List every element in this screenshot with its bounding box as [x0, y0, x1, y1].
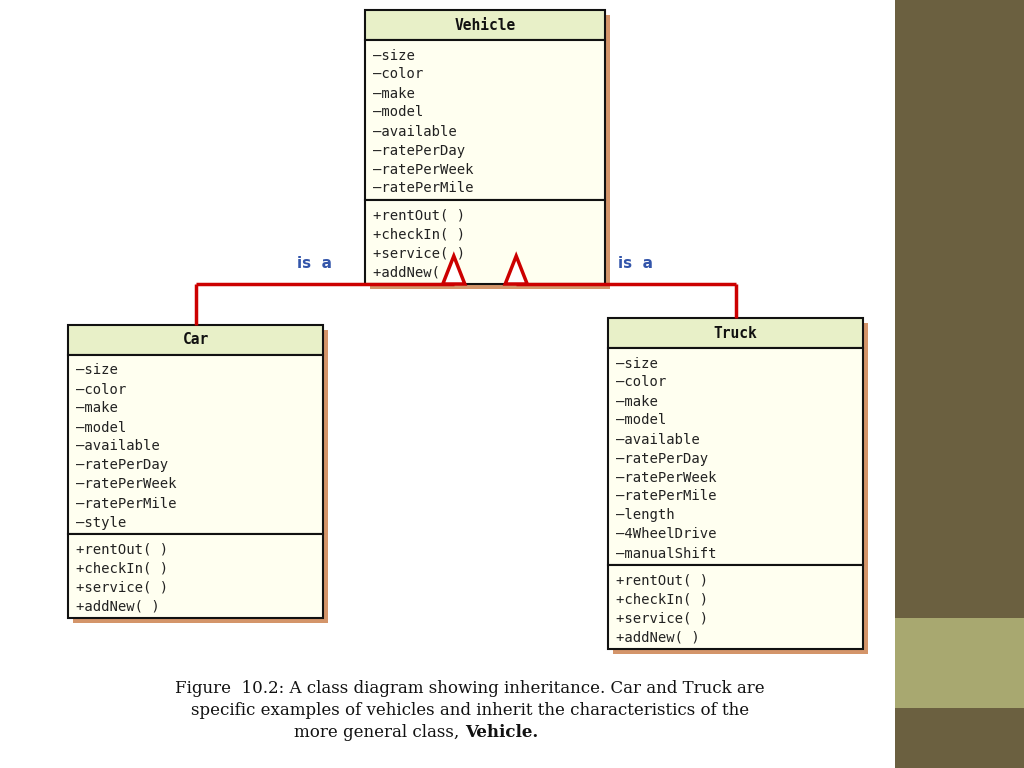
Text: is  a: is a	[297, 256, 332, 271]
Bar	[68, 355, 323, 534]
Text: –ratePerMile: –ratePerMile	[373, 181, 473, 196]
Text: +addNew( ): +addNew( )	[616, 631, 699, 644]
Text: –ratePerMile: –ratePerMile	[616, 489, 717, 504]
Bar	[370, 15, 610, 289]
Text: +checkIn( ): +checkIn( )	[76, 561, 168, 575]
Text: –ratePerMile: –ratePerMile	[76, 496, 176, 511]
Text: specific examples of vehicles and inherit the characteristics of the: specific examples of vehicles and inheri…	[190, 702, 750, 719]
Bar	[895, 618, 1024, 708]
Text: +addNew( ): +addNew( )	[373, 266, 457, 280]
Bar	[365, 10, 605, 40]
Text: –model: –model	[616, 413, 667, 428]
Text: is  a: is a	[618, 256, 653, 271]
Text: –style: –style	[76, 515, 126, 529]
Text: –ratePerWeek: –ratePerWeek	[76, 478, 176, 492]
Text: +service( ): +service( )	[76, 581, 168, 594]
Text: –color: –color	[373, 68, 423, 81]
Text: Truck: Truck	[714, 326, 758, 340]
Text: –ratePerWeek: –ratePerWeek	[373, 163, 473, 177]
Text: –ratePerDay: –ratePerDay	[373, 144, 465, 157]
Text: +addNew( ): +addNew( )	[76, 600, 160, 614]
Bar	[68, 534, 323, 618]
Text: Figure  10.2: A class diagram showing inheritance. Car and Truck are: Figure 10.2: A class diagram showing inh…	[175, 680, 765, 697]
Text: –size: –size	[76, 363, 118, 378]
Text: –size: –size	[616, 356, 657, 370]
Text: –color: –color	[76, 382, 126, 396]
Bar	[365, 40, 605, 200]
Text: Car: Car	[182, 333, 209, 347]
Text: +service( ): +service( )	[373, 247, 465, 260]
Text: –ratePerDay: –ratePerDay	[76, 458, 168, 472]
Text: –model: –model	[373, 105, 423, 120]
Polygon shape	[505, 256, 527, 284]
Text: +checkIn( ): +checkIn( )	[616, 592, 709, 607]
Text: –size: –size	[373, 48, 415, 62]
Text: +rentOut( ): +rentOut( )	[373, 208, 465, 223]
Bar	[895, 0, 1024, 768]
Text: –make: –make	[76, 402, 118, 415]
Bar	[365, 200, 605, 284]
Text: –4WheelDrive: –4WheelDrive	[616, 528, 717, 541]
Text: Vehicle: Vehicle	[455, 18, 516, 32]
Text: –make: –make	[373, 87, 415, 101]
Text: +service( ): +service( )	[616, 611, 709, 625]
Text: Vehicle.: Vehicle.	[465, 724, 539, 741]
Text: +rentOut( ): +rentOut( )	[616, 574, 709, 588]
Bar	[73, 330, 328, 623]
Bar	[608, 318, 863, 348]
Text: –model: –model	[76, 421, 126, 435]
Polygon shape	[442, 256, 465, 284]
Bar	[608, 348, 863, 565]
Bar	[68, 325, 323, 355]
Text: –manualShift: –manualShift	[616, 547, 717, 561]
Bar	[608, 565, 863, 649]
Text: –ratePerDay: –ratePerDay	[616, 452, 709, 465]
Text: –make: –make	[616, 395, 657, 409]
Text: more general class,: more general class,	[295, 724, 465, 741]
Text: –length: –length	[616, 508, 675, 522]
Bar	[895, 708, 1024, 768]
Text: +checkIn( ): +checkIn( )	[373, 227, 465, 241]
Text: +rentOut( ): +rentOut( )	[76, 542, 168, 557]
Text: –color: –color	[616, 376, 667, 389]
Text: –ratePerWeek: –ratePerWeek	[616, 471, 717, 485]
Text: –available: –available	[616, 432, 699, 446]
Bar	[613, 323, 868, 654]
Text: –available: –available	[373, 124, 457, 138]
Text: –available: –available	[76, 439, 160, 453]
